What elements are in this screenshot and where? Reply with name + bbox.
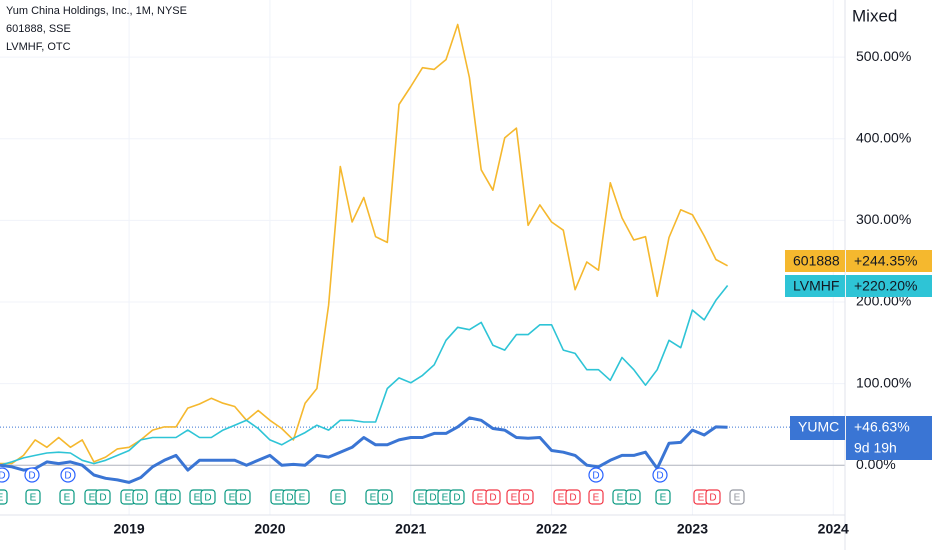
- event-marker: [518, 489, 534, 505]
- last-value-label: +46.63%: [854, 419, 910, 435]
- event-marker: [705, 489, 721, 505]
- event-letter: E: [125, 493, 132, 504]
- event-letter: D: [286, 493, 293, 504]
- event-marker: [652, 467, 668, 483]
- value-box: [846, 416, 932, 460]
- event-letter: D: [429, 493, 436, 504]
- series-line: [0, 23, 728, 465]
- event-marker: [235, 489, 251, 505]
- event-letter: D: [64, 471, 71, 482]
- event-letter: E: [593, 493, 600, 504]
- event-letter: E: [30, 493, 37, 504]
- event-letter: D: [629, 493, 636, 504]
- event-letter: E: [418, 493, 425, 504]
- legend-line: Yum China Holdings, Inc., 1M, NYSE: [6, 5, 187, 17]
- y-tick-label: 300.00%: [856, 211, 911, 227]
- event-marker: [0, 467, 10, 483]
- label-box: [790, 416, 845, 440]
- event-letter: D: [0, 471, 6, 482]
- event-letter: E: [734, 493, 741, 504]
- event-letter: E: [698, 493, 705, 504]
- event-letter: E: [442, 493, 449, 504]
- event-marker: [165, 489, 181, 505]
- y-tick-label: 100.00%: [856, 374, 911, 390]
- y-tick-label: 400.00%: [856, 129, 911, 145]
- event-letter: D: [28, 471, 35, 482]
- event-marker: [200, 489, 216, 505]
- legend-line: 601888, SSE: [6, 23, 71, 35]
- event-letter: E: [299, 493, 306, 504]
- event-letter: D: [709, 493, 716, 504]
- x-tick-label: 2020: [254, 521, 285, 537]
- scale-label: Mixed: [852, 6, 897, 25]
- x-tick-label: 2021: [395, 521, 426, 537]
- event-letter: E: [194, 493, 201, 504]
- event-letter: E: [64, 493, 71, 504]
- event-letter: E: [370, 493, 377, 504]
- event-marker: [485, 489, 501, 505]
- event-letter: D: [136, 493, 143, 504]
- series-name: YUMC: [798, 419, 839, 435]
- event-letter: E: [335, 493, 342, 504]
- series-line: [0, 416, 728, 484]
- event-marker: [565, 489, 581, 505]
- event-letter: D: [204, 493, 211, 504]
- event-marker: [588, 467, 604, 483]
- event-marker: [655, 489, 671, 505]
- event-marker: [132, 489, 148, 505]
- event-marker: [24, 467, 40, 483]
- series-name: LVMHF: [793, 278, 839, 294]
- label-box: [785, 275, 845, 297]
- event-letter: D: [522, 493, 529, 504]
- event-letter: E: [511, 493, 518, 504]
- event-letter: D: [381, 493, 388, 504]
- legend-line: LVMHF, OTC: [6, 41, 71, 53]
- x-tick-label: 2022: [536, 521, 567, 537]
- event-letter: D: [489, 493, 496, 504]
- series-line: [0, 285, 729, 466]
- event-letter: E: [0, 493, 4, 504]
- event-marker: [330, 489, 346, 505]
- event-letter: D: [592, 471, 599, 482]
- event-letter: E: [660, 493, 667, 504]
- event-marker: [729, 489, 745, 505]
- event-letter: E: [160, 493, 167, 504]
- last-value-label: +244.35%: [854, 253, 917, 269]
- event-letter: D: [656, 471, 663, 482]
- event-marker: [0, 489, 8, 505]
- y-tick-label: 500.00%: [856, 48, 911, 64]
- event-marker: [625, 489, 641, 505]
- event-letter: E: [275, 493, 282, 504]
- event-letter: D: [569, 493, 576, 504]
- event-letter: E: [617, 493, 624, 504]
- event-letter: D: [239, 493, 246, 504]
- last-value-label: +220.20%: [854, 278, 917, 294]
- event-letter: E: [477, 493, 484, 504]
- event-letter: D: [453, 493, 460, 504]
- event-letter: E: [558, 493, 565, 504]
- countdown: 9d 19h: [854, 440, 897, 456]
- event-letter: E: [229, 493, 236, 504]
- event-marker: [588, 489, 604, 505]
- event-letter: E: [89, 493, 96, 504]
- plot: [0, 23, 729, 484]
- x-tick-label: 2024: [818, 521, 849, 537]
- x-tick-label: 2019: [114, 521, 145, 537]
- value-box: [846, 275, 932, 297]
- x-tick-label: 2023: [677, 521, 708, 537]
- event-marker: [294, 489, 310, 505]
- event-letter: D: [99, 493, 106, 504]
- event-letter: D: [169, 493, 176, 504]
- event-marker: [60, 467, 76, 483]
- series-name: 601888: [793, 253, 840, 269]
- value-box: [846, 250, 932, 272]
- event-marker: [449, 489, 465, 505]
- event-marker: [95, 489, 111, 505]
- event-marker: [59, 489, 75, 505]
- label-box: [785, 250, 845, 272]
- event-marker: [25, 489, 41, 505]
- event-marker: [377, 489, 393, 505]
